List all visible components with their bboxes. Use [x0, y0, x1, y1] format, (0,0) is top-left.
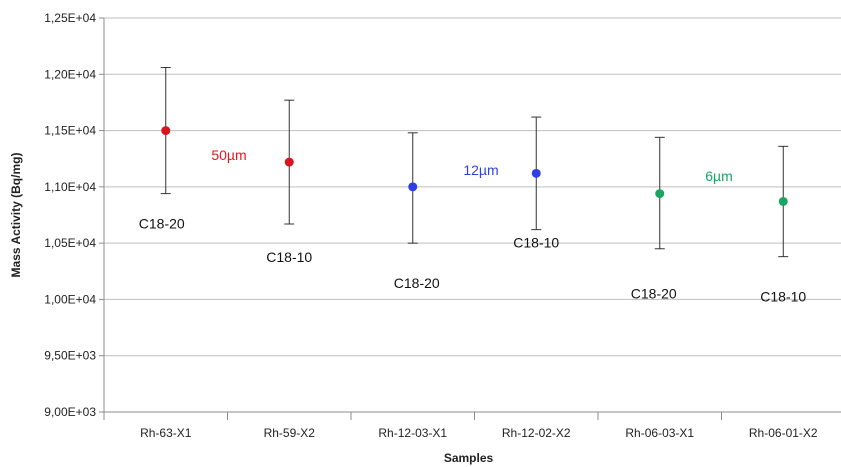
y-tick-label: 1,10E+04	[44, 180, 96, 194]
data-point	[284, 157, 294, 167]
x-tick-label: Rh-12-03-X1	[378, 426, 447, 440]
point-label: C18-20	[139, 216, 185, 232]
y-tick-label: 1,00E+04	[44, 292, 96, 306]
x-tick-label: Rh-12-02-X2	[502, 426, 571, 440]
group-label: 6µm	[705, 168, 733, 184]
point-label: C18-10	[760, 288, 806, 304]
group-labels: 50µm 12µm 6µm	[211, 147, 732, 184]
data-points	[161, 126, 788, 206]
axes	[99, 17, 841, 420]
group-label: 12µm	[463, 162, 498, 178]
point-annotations: C18-20 C18-10 C18-20 C18-10 C18-20 C18-10	[139, 216, 807, 305]
x-tick-label: Rh-06-03-X1	[625, 426, 694, 440]
point-label: C18-10	[513, 234, 559, 250]
point-label: C18-20	[631, 286, 677, 302]
data-point	[408, 182, 418, 192]
data-point	[778, 196, 788, 206]
x-axis-title: Samples	[444, 451, 494, 465]
x-tick-label: Rh-06-01-X2	[749, 426, 818, 440]
y-tick-label: 1,20E+04	[44, 67, 96, 81]
y-tick-label: 1,15E+04	[44, 124, 96, 138]
group-label: 50µm	[211, 147, 246, 163]
data-point	[531, 168, 541, 178]
point-label: C18-10	[266, 249, 312, 265]
y-tick-label: 9,00E+03	[44, 405, 96, 419]
y-tick-label: 1,05E+04	[44, 236, 96, 250]
x-tick-labels: Rh-63-X1 Rh-59-X2 Rh-12-03-X1 Rh-12-02-X2 Rh…	[140, 426, 818, 440]
y-tick-label: 9,50E+03	[44, 349, 96, 363]
y-tick-label: 1,25E+04	[44, 11, 96, 25]
y-tick-labels: 9,00E+03 9,50E+03 1,00E+04 1,05E+04 1,10E+04…	[44, 11, 96, 419]
data-point	[655, 189, 665, 199]
gridlines	[104, 17, 841, 357]
x-tick-label: Rh-63-X1	[140, 426, 192, 440]
data-point	[161, 126, 171, 136]
x-tick-label: Rh-59-X2	[264, 426, 316, 440]
point-label: C18-20	[394, 275, 440, 291]
y-axis-title: Mass Activity (Bq/mg)	[9, 153, 23, 278]
